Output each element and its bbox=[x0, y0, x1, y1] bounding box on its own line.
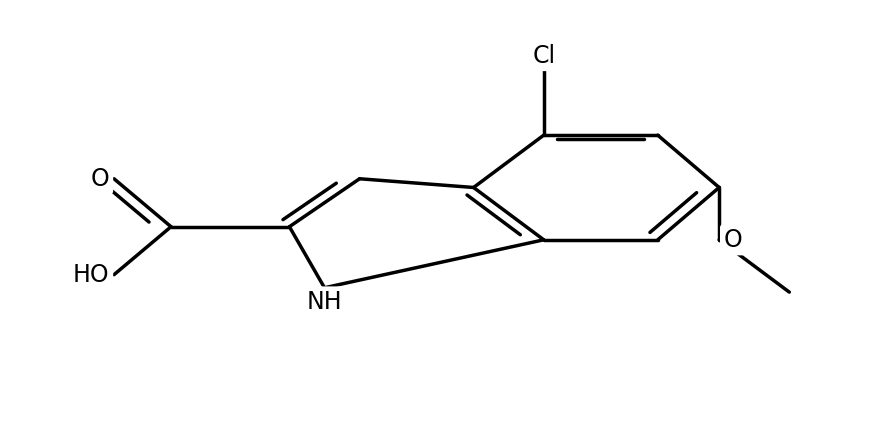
Text: Cl: Cl bbox=[532, 44, 555, 68]
Text: NH: NH bbox=[307, 290, 342, 314]
Text: HO: HO bbox=[73, 262, 110, 287]
Text: O: O bbox=[91, 167, 110, 191]
Text: O: O bbox=[724, 228, 742, 252]
